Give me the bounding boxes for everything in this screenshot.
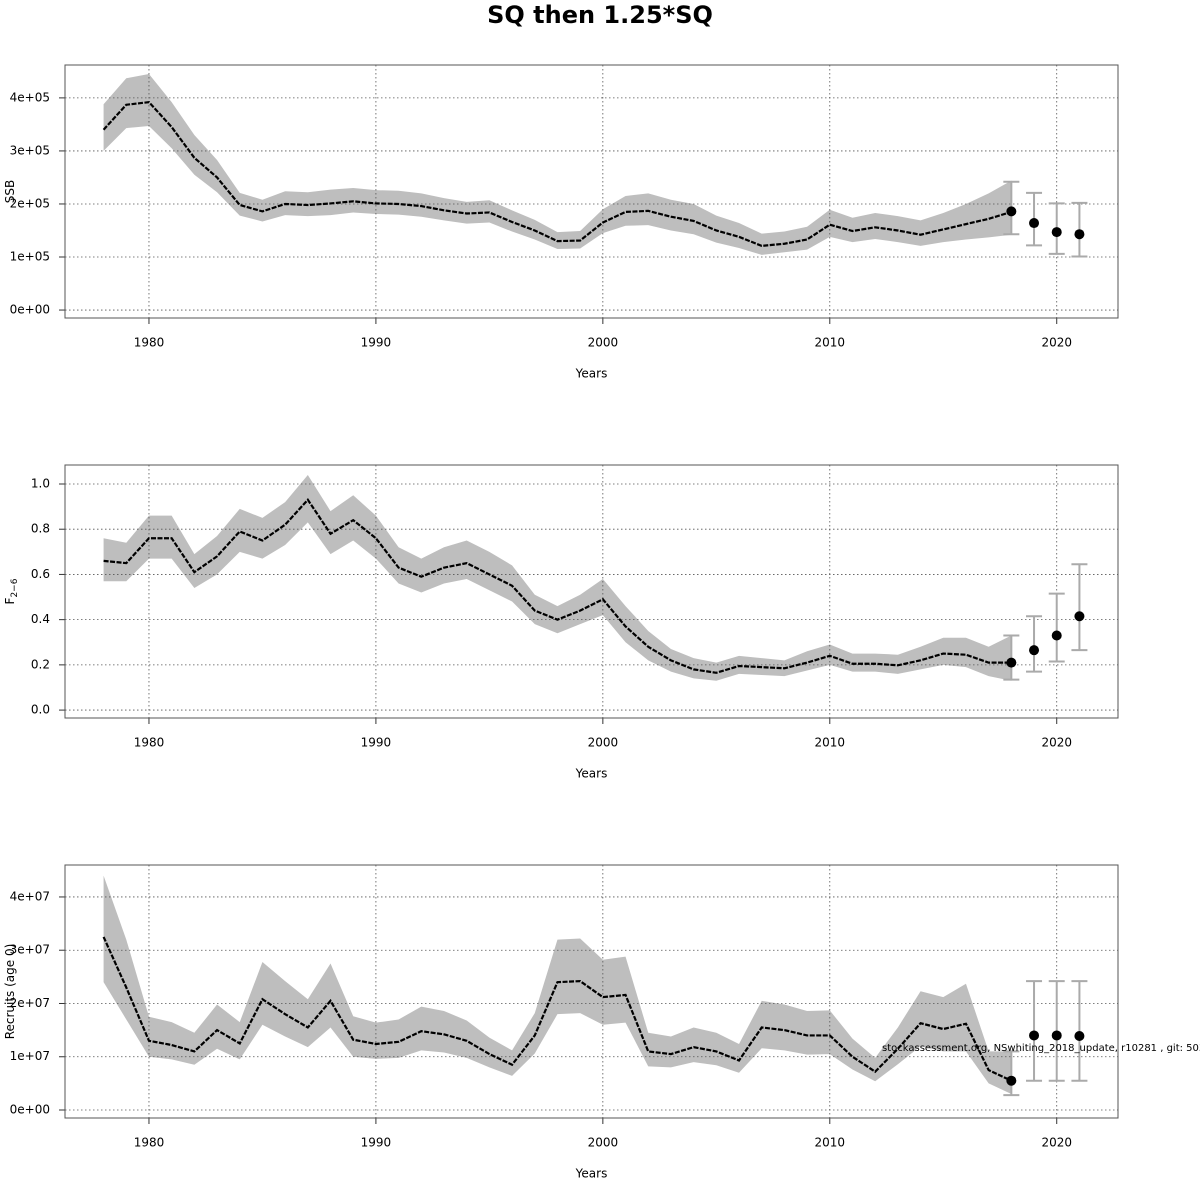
y-tick-label: 2e+07 bbox=[10, 996, 50, 1010]
confidence-band bbox=[103, 875, 1012, 1095]
confidence-band bbox=[103, 474, 1012, 681]
chart-title: SQ then 1.25*SQ bbox=[487, 1, 713, 29]
plot-frame bbox=[64, 864, 1119, 1119]
forecast-point bbox=[1029, 645, 1040, 656]
y-tick-label: 3e+07 bbox=[10, 943, 50, 957]
x-tick-label: 2020 bbox=[1041, 336, 1072, 350]
x-tick-label: 2010 bbox=[815, 336, 846, 350]
x-axis-label: Years bbox=[575, 767, 608, 781]
x-tick-label: 2020 bbox=[1041, 1136, 1072, 1150]
x-tick-label: 1980 bbox=[134, 336, 165, 350]
footnote: stockassessment.org, NSwhiting_2018_upda… bbox=[882, 1043, 1200, 1054]
forecast-point bbox=[1006, 1075, 1017, 1086]
x-tick-label: 1980 bbox=[134, 1136, 165, 1150]
error-bar bbox=[1071, 980, 1088, 1082]
y-tick-label: 0e+00 bbox=[10, 303, 50, 317]
x-axis-label: Years bbox=[575, 367, 608, 381]
y-tick-label: 0.2 bbox=[31, 657, 50, 671]
y-tick-label: 0e+00 bbox=[10, 1103, 50, 1117]
error-bar bbox=[1003, 634, 1020, 681]
x-tick-label: 1990 bbox=[361, 336, 392, 350]
y-axis-label-main: F bbox=[3, 597, 17, 604]
forecast-point bbox=[1029, 218, 1040, 229]
error-bar bbox=[1003, 1050, 1020, 1097]
confidence-band bbox=[103, 74, 1012, 255]
x-tick-label: 2000 bbox=[588, 1136, 619, 1150]
plot-frame bbox=[64, 64, 1119, 319]
x-axis-label: Years bbox=[575, 1167, 608, 1181]
y-tick-label: 1.0 bbox=[31, 476, 50, 490]
y-tick-label: 3e+05 bbox=[10, 143, 50, 157]
y-tick-label: 0.6 bbox=[31, 567, 50, 581]
plot-frame bbox=[64, 464, 1119, 719]
y-axis-label-main: SSB bbox=[3, 180, 17, 203]
y-axis-label: SSB bbox=[3, 180, 17, 203]
forecast-point bbox=[1074, 611, 1085, 622]
y-axis-label: F2−6 bbox=[3, 578, 20, 604]
forecast-point bbox=[1006, 657, 1017, 668]
x-tick-label: 1980 bbox=[134, 736, 165, 750]
forecast-point bbox=[1051, 630, 1062, 641]
y-tick-label: 0.8 bbox=[31, 522, 50, 536]
x-tick-label: 2000 bbox=[588, 336, 619, 350]
forecast-point bbox=[1074, 229, 1085, 240]
y-axis-label-main: Recruits (age 0) bbox=[3, 944, 17, 1040]
x-tick-label: 2020 bbox=[1041, 736, 1072, 750]
y-axis-label: Recruits (age 0) bbox=[3, 944, 17, 1040]
estimate-line bbox=[102, 936, 1012, 1082]
x-tick-label: 1990 bbox=[361, 1136, 392, 1150]
x-tick-label: 2000 bbox=[588, 736, 619, 750]
y-tick-label: 1e+05 bbox=[10, 250, 50, 264]
forecast-point bbox=[1029, 1030, 1040, 1041]
error-bar bbox=[1026, 615, 1043, 673]
x-tick-label: 2010 bbox=[815, 1136, 846, 1150]
y-tick-label: 4e+07 bbox=[10, 889, 50, 903]
y-tick-label: 0.4 bbox=[31, 612, 50, 626]
y-axis-label-sub: 2−6 bbox=[10, 578, 20, 597]
estimate-line bbox=[102, 100, 1012, 247]
forecast-point bbox=[1006, 206, 1017, 217]
forecast-point bbox=[1074, 1030, 1085, 1041]
error-bar bbox=[1071, 563, 1088, 652]
estimate-line bbox=[103, 498, 1012, 674]
x-tick-label: 1990 bbox=[361, 736, 392, 750]
error-bar bbox=[1048, 592, 1065, 663]
forecast-point bbox=[1051, 1030, 1062, 1041]
forecast-point bbox=[1051, 227, 1062, 238]
y-tick-label: 0.0 bbox=[31, 703, 50, 717]
y-tick-label: 2e+05 bbox=[10, 196, 50, 210]
y-tick-label: 1e+07 bbox=[10, 1049, 50, 1063]
y-tick-label: 4e+05 bbox=[10, 90, 50, 104]
x-tick-label: 2010 bbox=[815, 736, 846, 750]
